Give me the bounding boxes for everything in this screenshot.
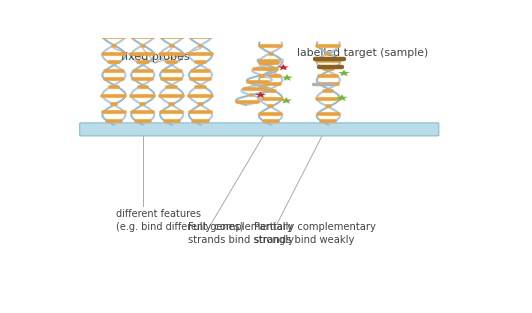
Polygon shape — [281, 74, 293, 81]
Text: Fully complementary
strands bind strongly: Fully complementary strands bind strongl… — [188, 222, 294, 245]
FancyBboxPatch shape — [80, 123, 439, 136]
Polygon shape — [255, 92, 266, 98]
Text: labelled target (sample): labelled target (sample) — [297, 48, 429, 58]
Text: Partially complementary
strands bind weakly: Partially complementary strands bind wea… — [254, 222, 376, 245]
Polygon shape — [338, 69, 350, 76]
Polygon shape — [278, 64, 289, 70]
Text: fixed probes: fixed probes — [121, 52, 189, 62]
Polygon shape — [280, 97, 292, 104]
Polygon shape — [336, 94, 348, 101]
Text: different features
(e.g. bind different genes): different features (e.g. bind different … — [116, 209, 244, 232]
